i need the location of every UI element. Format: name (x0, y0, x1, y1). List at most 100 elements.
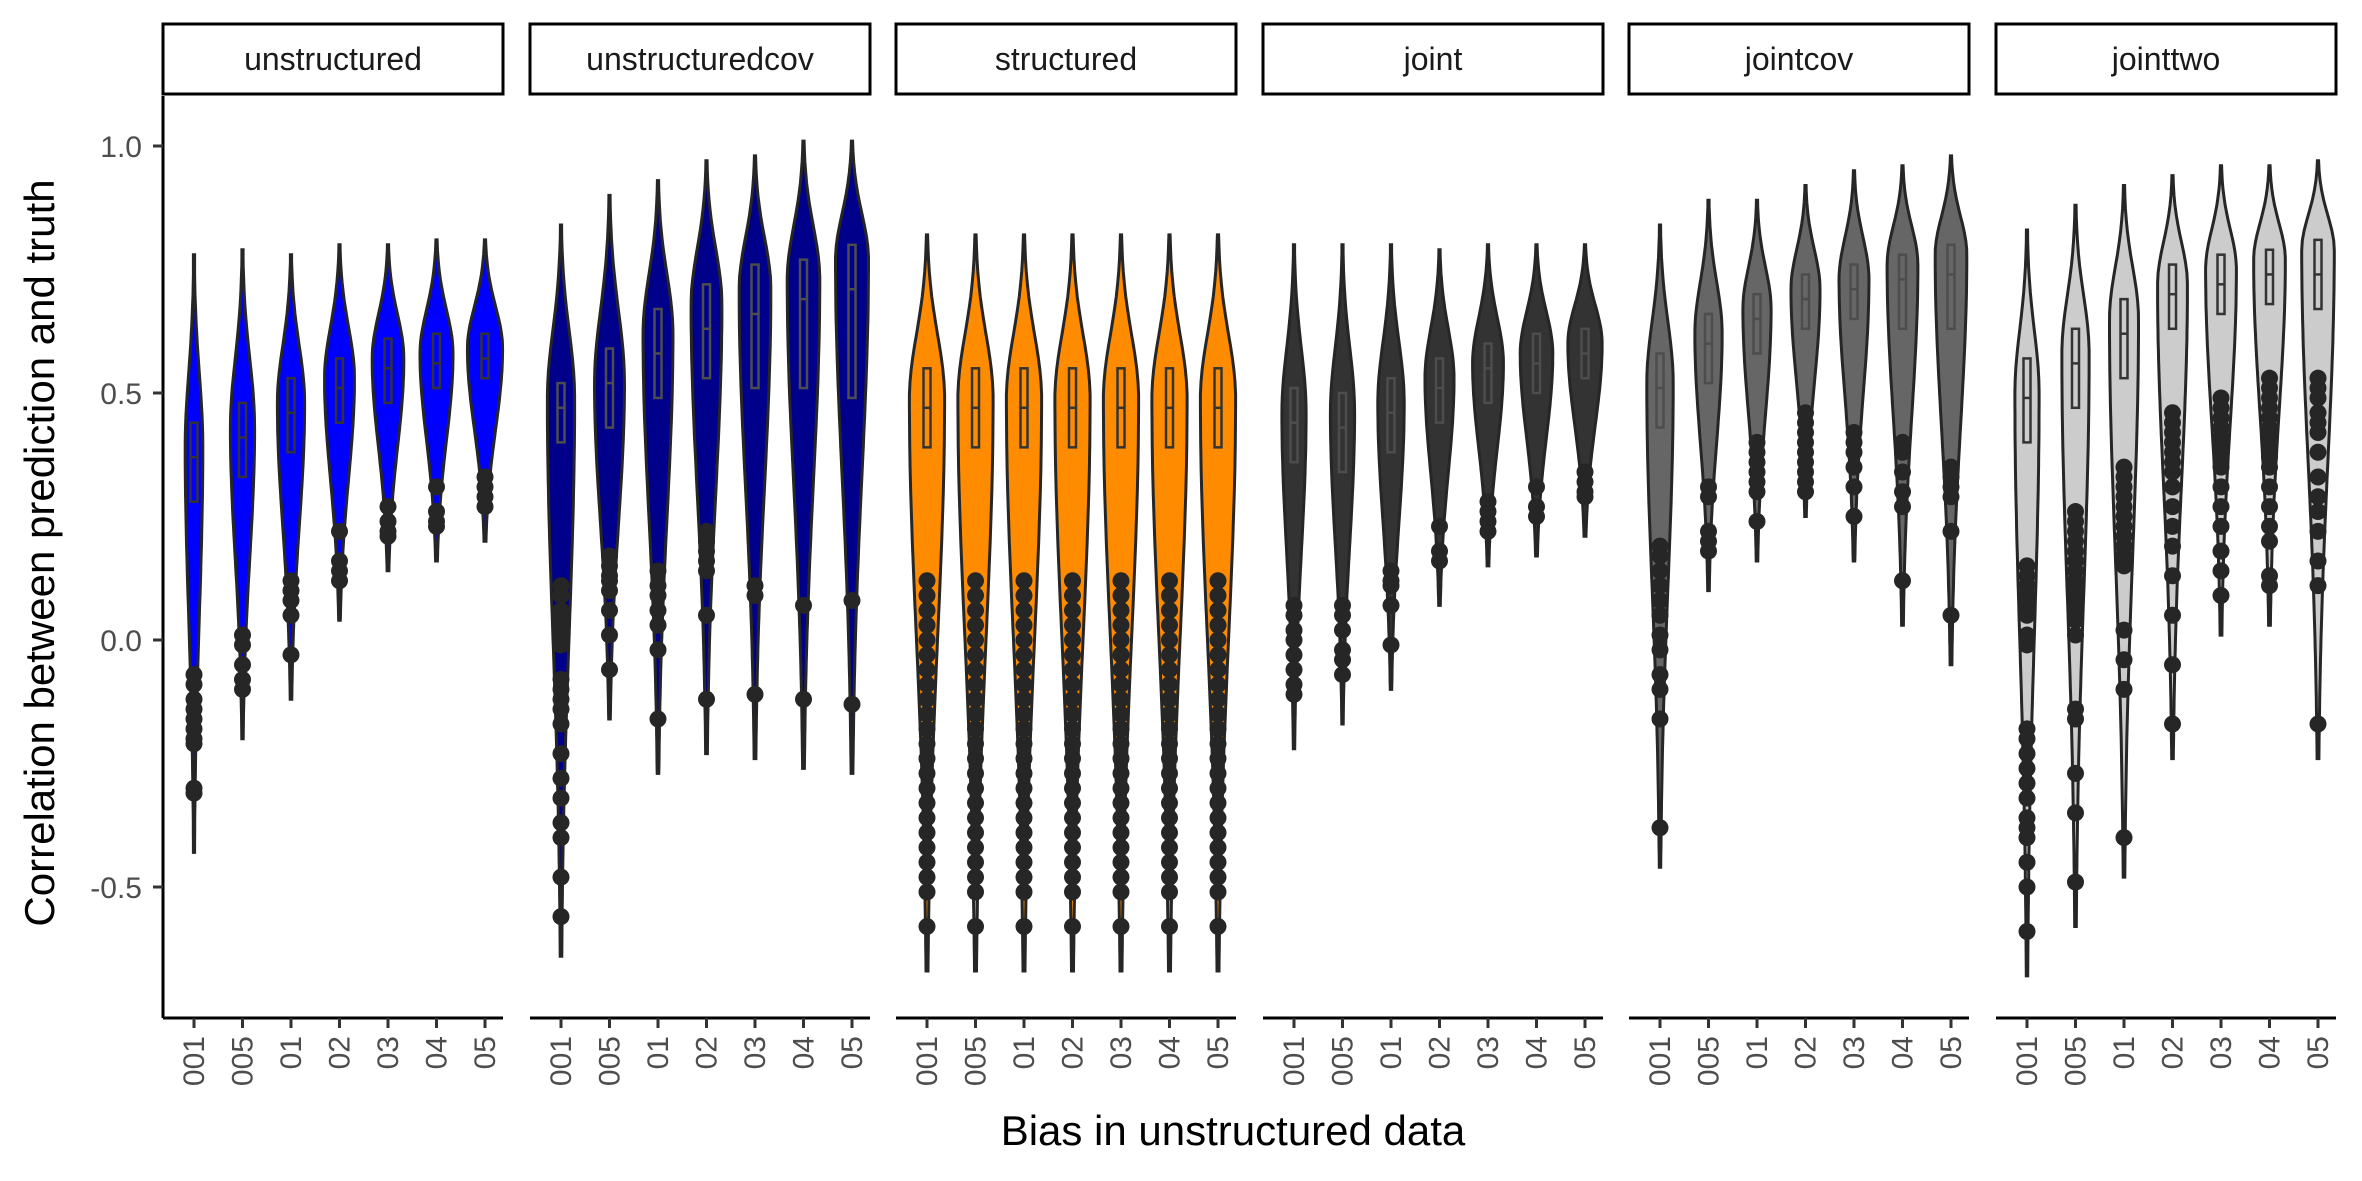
outlier-point (1209, 601, 1227, 619)
violin-group-01: 01 (1004, 233, 1044, 1069)
outlier-point (698, 562, 715, 580)
x-axis-title: Bias in unstructured data (1001, 1107, 1466, 1154)
x-tick-label: 01 (2108, 1036, 2141, 1069)
violin-group-02: 02 (1053, 233, 1092, 1069)
x-tick-label: 03 (739, 1036, 772, 1069)
violin-group-005: 005 (1693, 198, 1726, 1086)
x-tick-label: 05 (1202, 1036, 1235, 1069)
box-iqr (2119, 297, 2129, 380)
outlier-point (1894, 498, 1911, 516)
outlier-point (1209, 779, 1227, 797)
y-axis: -0.5 0.0 0.5 1.0 (90, 96, 165, 1018)
outlier-point (1651, 666, 1669, 684)
outlier-point (2115, 680, 2133, 698)
outlier-point (1015, 838, 1033, 856)
outlier-point (918, 646, 936, 664)
violin-shape (418, 238, 455, 563)
outlier-point (1651, 641, 1669, 659)
violin-shape (275, 253, 307, 701)
outlier-point (552, 745, 570, 763)
violin-shape (1328, 243, 1357, 726)
violin-group-02: 02 (2156, 174, 2190, 1069)
box-iqr (237, 401, 248, 479)
outlier-point (1112, 675, 1130, 693)
box-iqr (1897, 253, 1908, 331)
outlier-point (1015, 646, 1033, 664)
x-tick-label: 005 (960, 1036, 993, 1086)
box-iqr (1703, 312, 1714, 385)
outlier-point (1064, 661, 1081, 679)
outlier-point (2164, 478, 2181, 496)
outlier-point (2164, 606, 2181, 624)
outlier-point (649, 616, 667, 634)
outlier-point (185, 784, 203, 802)
x-tick-label: 03 (2205, 1036, 2238, 1069)
violin-group-03: 03 (737, 154, 773, 1069)
violin-group-02: 02 (1423, 248, 1457, 1069)
x-tick-label: 03 (1105, 1036, 1138, 1069)
outlier-point (1064, 646, 1081, 664)
x-tick-label: 04 (1154, 1036, 1187, 1069)
violin-shape (1518, 243, 1555, 558)
outlier-point (282, 606, 300, 624)
violin-group-001: 001 (1278, 243, 1311, 1086)
x-tick-label: 02 (1057, 1036, 1090, 1069)
outlier-point (649, 641, 667, 659)
outlier-point (428, 478, 445, 496)
violin-group-001: 001 (2011, 228, 2044, 1086)
outlier-point (1894, 463, 1911, 481)
outlier-point (1112, 838, 1130, 856)
outlier-point (1064, 675, 1081, 693)
x-tick-label: 001 (1278, 1036, 1311, 1086)
outlier-point (1064, 883, 1081, 901)
outlier-point (1064, 690, 1081, 708)
box-iqr (2264, 248, 2275, 306)
violin-shape (834, 139, 870, 775)
violin-shape (592, 193, 627, 721)
outlier-point (1161, 838, 1178, 856)
outlier-point (918, 824, 936, 842)
outlier-point (1015, 631, 1033, 649)
facet-panel-jointtwo: jointtwo 001 005 01 02 03 04 05 (1994, 22, 2338, 1086)
outlier-point (2309, 552, 2327, 570)
outlier-point (2115, 829, 2133, 847)
outlier-point (1845, 478, 1863, 496)
outlier-point (1161, 883, 1178, 901)
outlier-point (1161, 616, 1178, 634)
outlier-point (1161, 853, 1178, 871)
outlier-point (1064, 631, 1081, 649)
outlier-point (1209, 587, 1227, 605)
outlier-point (1015, 824, 1033, 842)
box-iqr (2167, 263, 2178, 331)
violin-group-001: 001 (907, 233, 947, 1086)
outlier-point (1651, 606, 1669, 624)
outlier-point (1209, 853, 1227, 871)
box-iqr (1800, 273, 1811, 331)
violin-group-05: 05 (1933, 154, 1969, 1069)
outlier-point (1161, 675, 1178, 693)
outlier-point (1161, 705, 1178, 723)
outlier-point (1942, 606, 1960, 624)
outlier-point (1112, 868, 1130, 886)
outlier-point (1209, 705, 1227, 723)
outlier-point (967, 883, 984, 901)
outlier-point (1431, 552, 1448, 570)
outlier-point (2164, 567, 2181, 585)
outlier-point (1112, 764, 1130, 782)
x-tick-label: 005 (1693, 1036, 1726, 1086)
outlier-point (2212, 587, 2230, 605)
violin-group-01: 01 (275, 253, 308, 1069)
y-tick-label: 1.0 (100, 131, 142, 164)
outlier-point (2212, 458, 2230, 476)
outlier-point (918, 616, 936, 634)
outlier-point (967, 646, 984, 664)
x-tick-label: 05 (836, 1036, 869, 1069)
outlier-point (1015, 779, 1033, 797)
outlier-point (1064, 601, 1081, 619)
violin-shape (183, 253, 205, 854)
outlier-point (967, 809, 984, 827)
facet-strip (161, 22, 505, 96)
outlier-point (2309, 503, 2327, 521)
violin-group-005: 005 (592, 193, 627, 1086)
outlier-point (379, 527, 397, 545)
